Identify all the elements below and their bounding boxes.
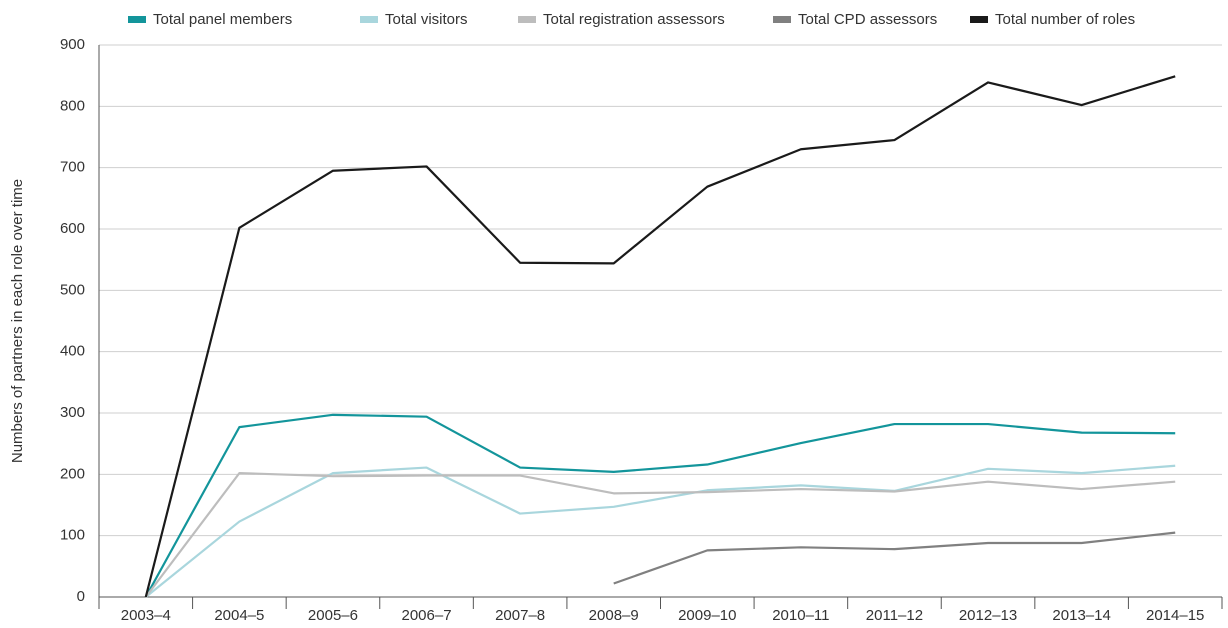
- x-tick-label: 2012–13: [959, 607, 1017, 624]
- legend-label: Total panel members: [153, 11, 292, 28]
- y-tick-label: 100: [60, 527, 85, 544]
- x-tick-label: 2014–15: [1146, 607, 1204, 624]
- x-tick-label: 2013–14: [1052, 607, 1110, 624]
- legend-swatch: [128, 16, 146, 23]
- y-tick-label: 200: [60, 465, 85, 482]
- x-tick-label: 2004–5: [214, 607, 264, 624]
- legend-label: Total registration assessors: [543, 11, 725, 28]
- series-line: [144, 75, 1176, 598]
- legend-label: Total visitors: [385, 11, 468, 28]
- series-line: [613, 531, 1176, 585]
- y-tick-label: 500: [60, 281, 85, 298]
- legend-swatch: [518, 16, 536, 23]
- legend-label: Total CPD assessors: [798, 11, 937, 28]
- series-line: [144, 472, 1176, 598]
- series-line: [144, 413, 1176, 598]
- y-tick-label: 400: [60, 343, 85, 360]
- y-tick-label: 0: [77, 588, 85, 605]
- x-tick-label: 2003–4: [121, 607, 171, 624]
- legend-swatch: [970, 16, 988, 23]
- y-tick-label: 800: [60, 97, 85, 114]
- x-tick-label: 2007–8: [495, 607, 545, 624]
- x-tick-label: 2009–10: [678, 607, 736, 624]
- series-line: [145, 464, 1176, 598]
- x-tick-label: 2006–7: [402, 607, 452, 624]
- x-tick-label: 2011–12: [866, 607, 923, 624]
- legend-swatch: [360, 16, 378, 23]
- x-tick-label: 2005–6: [308, 607, 358, 624]
- x-tick-label: 2008–9: [589, 607, 639, 624]
- legend-label: Total number of roles: [995, 11, 1135, 28]
- x-tick-label: 2010–11: [772, 607, 829, 624]
- legend-swatch: [773, 16, 791, 23]
- y-tick-label: 700: [60, 159, 85, 176]
- y-axis-label: Numbers of partners in each role over ti…: [9, 179, 26, 463]
- y-tick-label: 600: [60, 220, 85, 237]
- y-tick-label: 900: [60, 36, 85, 53]
- y-tick-label: 300: [60, 404, 85, 421]
